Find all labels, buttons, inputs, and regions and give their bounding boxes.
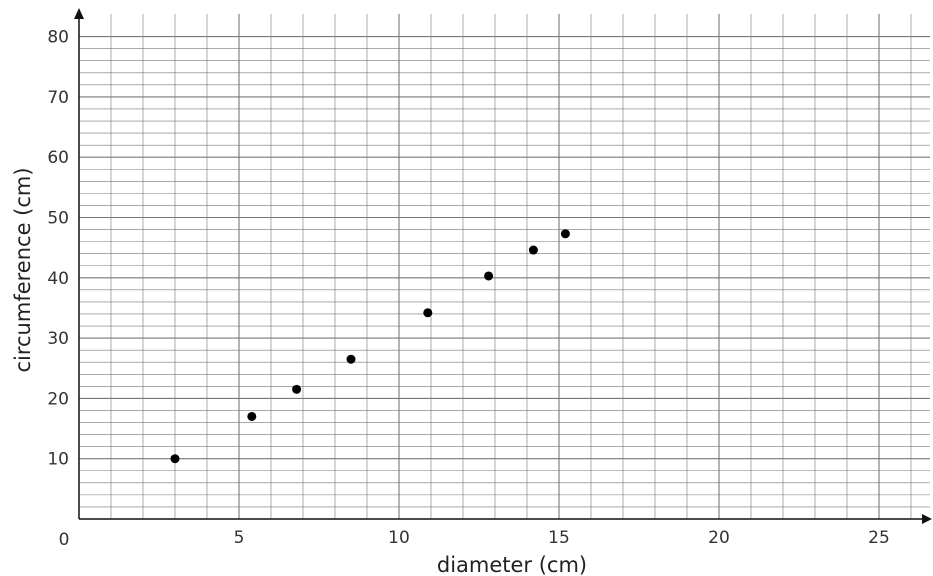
tick-labels: 5 10 15 20 25 10 20 30 40 50 60 70 80 (47, 28, 889, 548)
y-tick-label: 60 (47, 148, 69, 168)
x-axis-arrow (922, 514, 932, 524)
x-tick-label: 25 (868, 528, 890, 548)
data-point (346, 354, 356, 364)
y-tick-label: 50 (47, 209, 69, 229)
y-tick-label: 70 (47, 88, 69, 108)
data-point (170, 454, 180, 464)
x-tick-label: 20 (708, 528, 730, 548)
y-axis-title: circumference (cm) (11, 167, 35, 372)
x-tick-label: 10 (388, 528, 410, 548)
origin-label: 0 (59, 530, 70, 550)
data-point (560, 229, 570, 239)
grid (79, 14, 930, 519)
y-tick-label: 30 (47, 329, 69, 349)
y-tick-label: 20 (47, 389, 69, 409)
data-point (423, 308, 433, 318)
data-points (170, 229, 570, 464)
x-tick-label: 15 (548, 528, 570, 548)
axes (74, 8, 932, 524)
x-tick-label: 5 (234, 528, 245, 548)
data-point (247, 411, 257, 421)
data-point (292, 384, 302, 394)
y-tick-label: 40 (47, 269, 69, 289)
data-point (484, 271, 494, 281)
x-axis-title: diameter (cm) (437, 553, 587, 576)
y-axis-arrow (74, 8, 84, 19)
data-point (528, 245, 538, 255)
y-tick-label: 80 (47, 28, 69, 48)
y-tick-label: 10 (47, 450, 69, 470)
